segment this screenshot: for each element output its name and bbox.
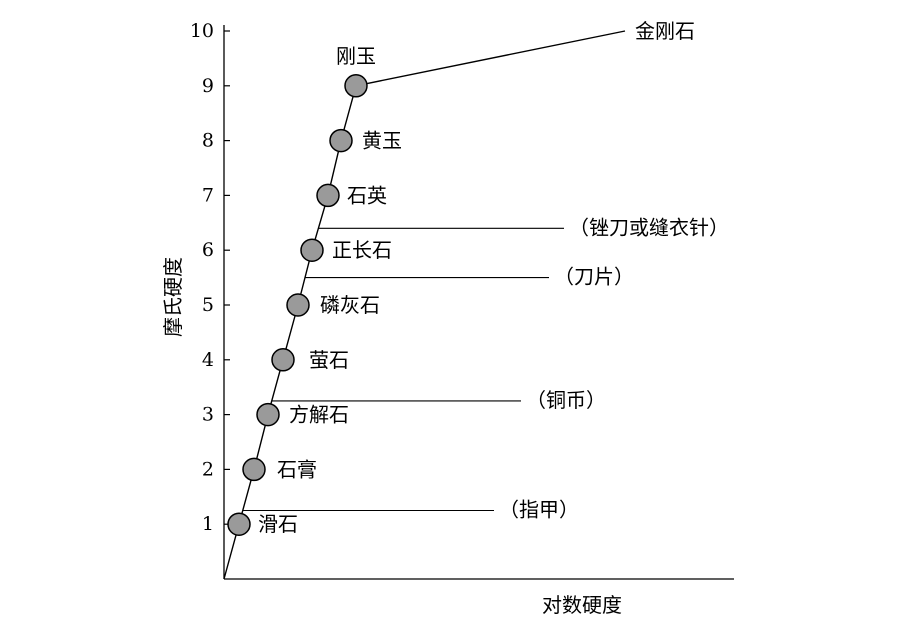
y-tick-label: 3 [202, 404, 214, 426]
reference-label: （指甲） [499, 498, 579, 522]
point-label: 萤石 [309, 348, 349, 372]
data-point [256, 402, 280, 427]
x-axis-title: 对数硬度 [542, 593, 622, 617]
y-ticks: 1 2 3 4 5 6 7 8 9 10 [190, 20, 230, 535]
y-tick-label: 6 [202, 239, 214, 261]
reference-label: （锉刀或缝衣针） [569, 215, 729, 239]
reference-label: （刀片） [554, 265, 634, 289]
y-tick-label: 5 [202, 294, 214, 316]
reference-label: （铜币） [526, 388, 606, 412]
point-label: 黄玉 [362, 129, 402, 153]
y-tick-label: 7 [202, 184, 214, 206]
point-label: 金刚石 [635, 19, 695, 43]
mineral-points: 滑石 石膏 方解石 萤石 磷灰石 正长石 石英 黄玉 刚玉 金刚石 [227, 19, 695, 536]
y-tick-label: 10 [190, 20, 214, 42]
point-label: 石膏 [277, 457, 317, 481]
point-label: 刚玉 [336, 44, 376, 68]
y-tick-label: 2 [202, 458, 214, 480]
data-point [242, 457, 266, 482]
point-label: 石英 [347, 183, 387, 207]
y-tick-label: 4 [202, 349, 214, 371]
point-label: 滑石 [258, 512, 298, 536]
y-tick-label: 1 [202, 513, 214, 535]
point-label: 方解石 [289, 403, 349, 427]
data-point [344, 74, 368, 98]
data-point [316, 183, 340, 208]
data-point [227, 512, 251, 536]
y-tick-label: 8 [202, 130, 214, 152]
data-point [271, 348, 295, 372]
point-label: 磷灰石 [320, 293, 380, 317]
axes [223, 25, 734, 580]
data-point [300, 238, 324, 262]
data-point [286, 293, 310, 317]
data-point [329, 128, 353, 153]
y-axis-title: 摩氏硬度 [161, 257, 185, 337]
y-tick-label: 9 [202, 75, 214, 97]
reference-lines: （指甲） （铜币） （刀片） （锉刀或缝衣针） [242, 215, 729, 522]
point-label: 正长石 [332, 238, 392, 262]
